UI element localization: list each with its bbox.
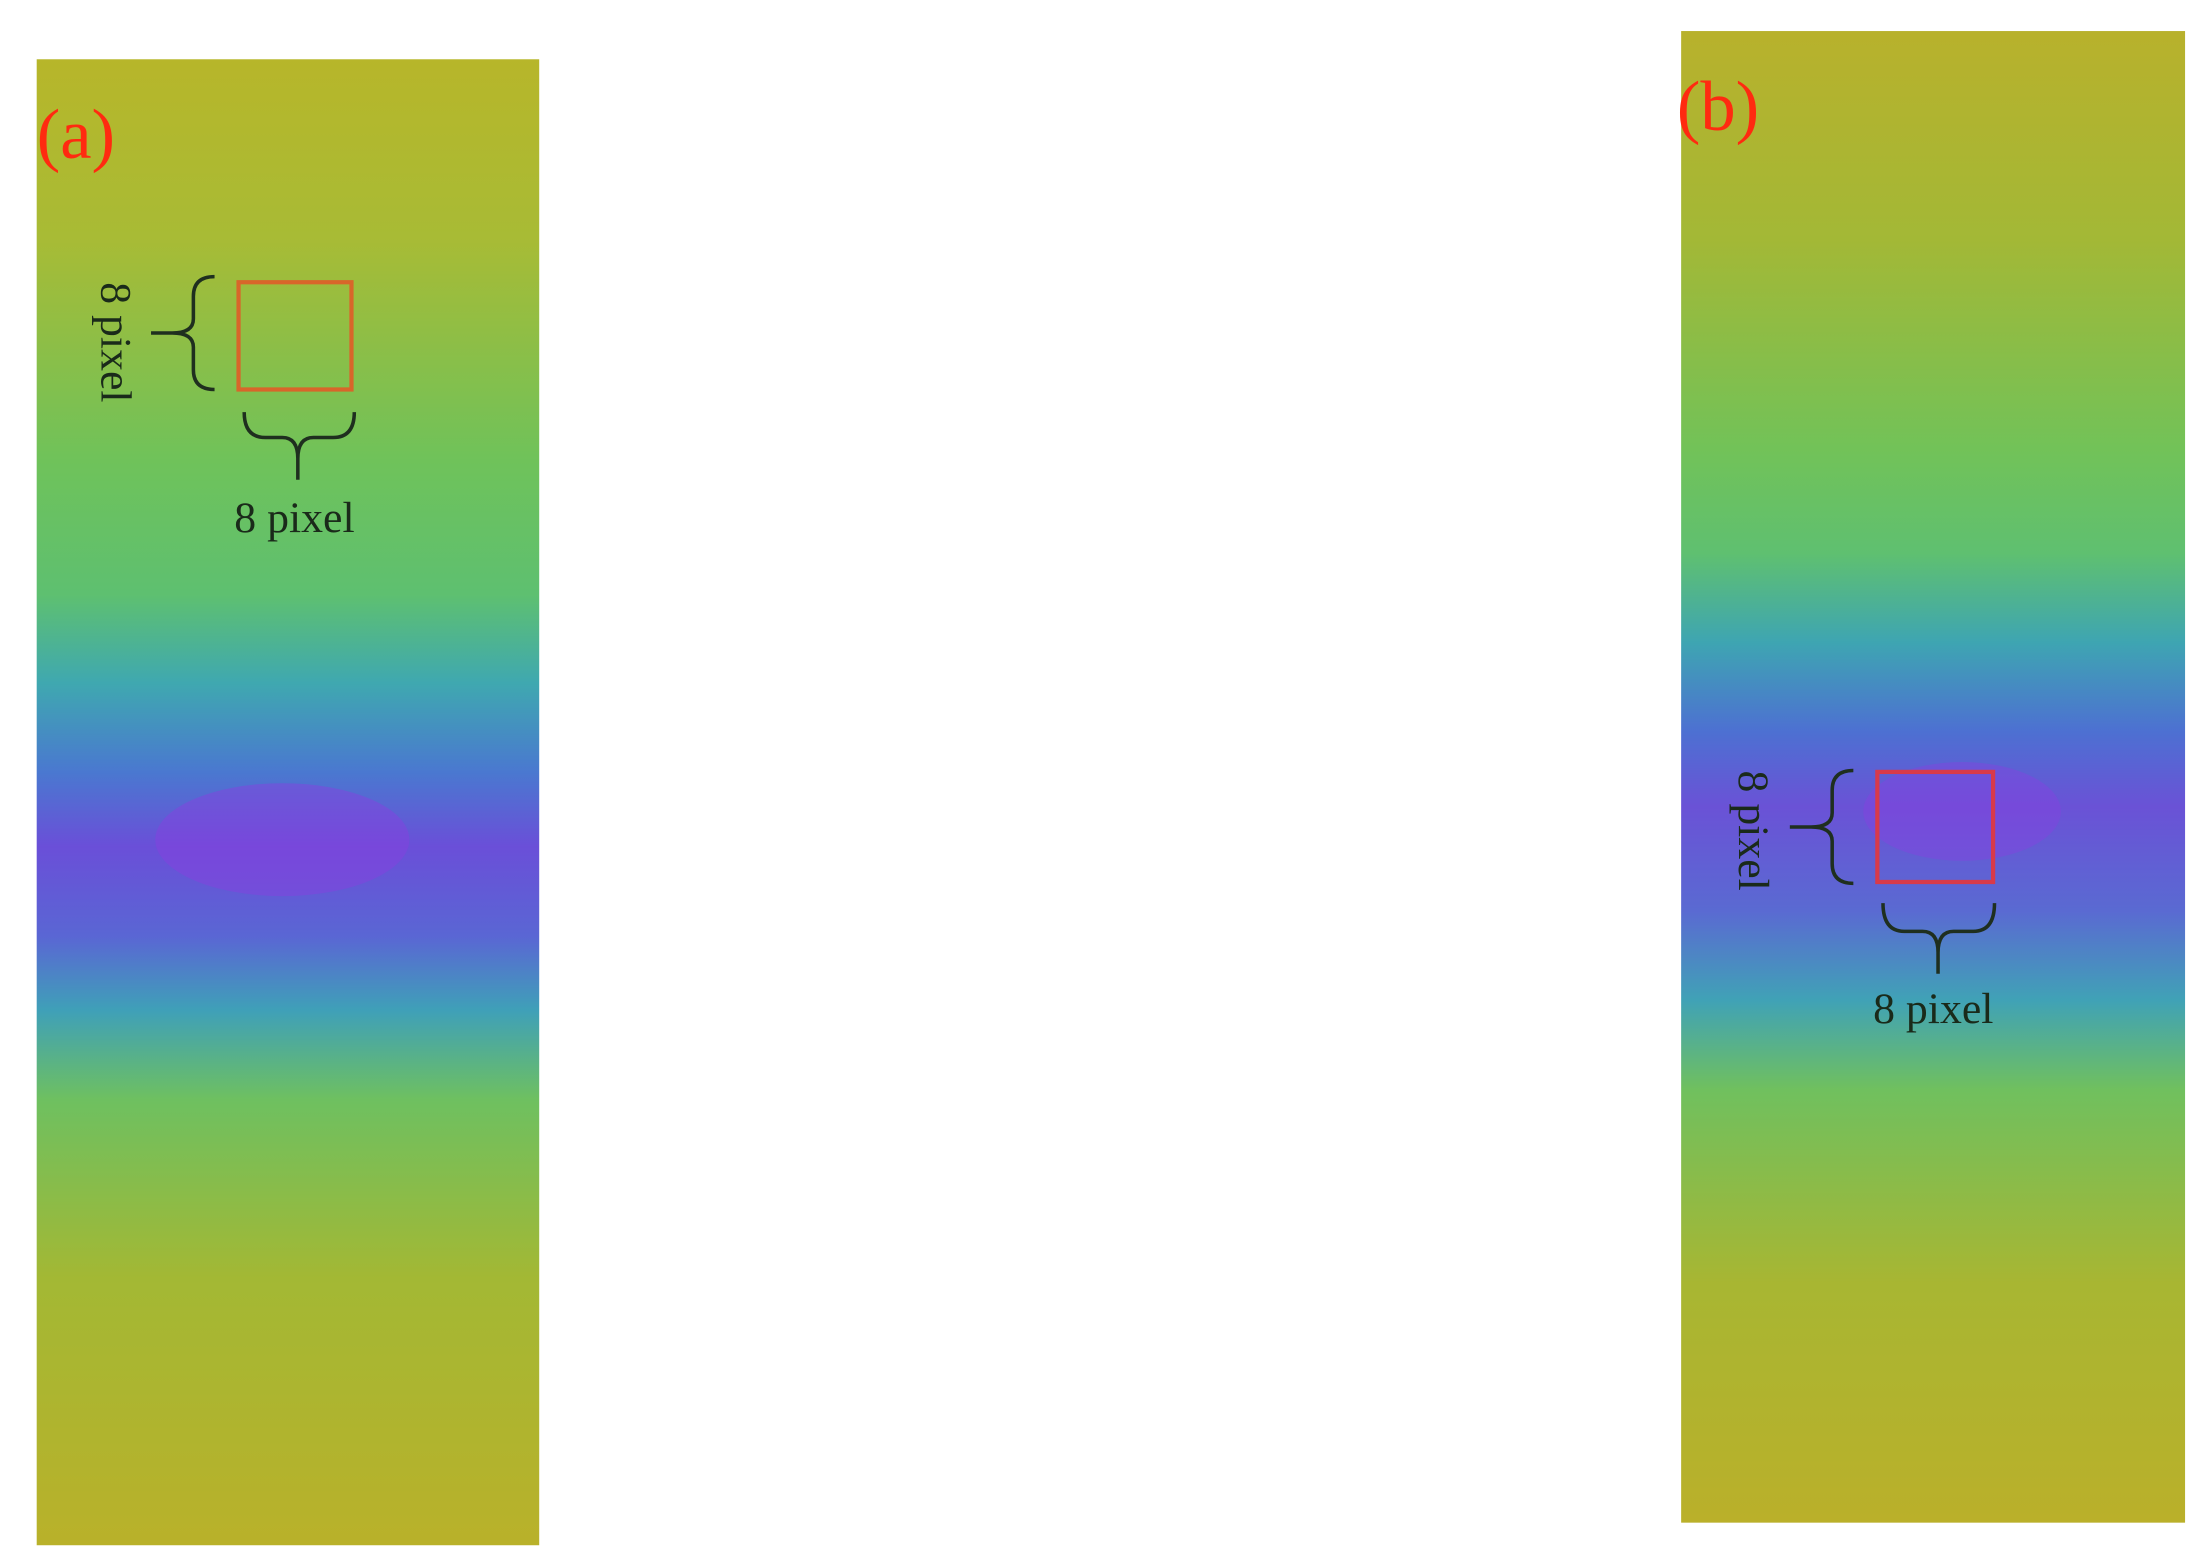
- height-label: 8 pixel: [1729, 771, 1777, 891]
- hot-spot: [1863, 762, 2061, 861]
- panel-a: (a) 8 pixel 8 pixel: [36, 59, 540, 1546]
- window-box: [236, 280, 354, 392]
- field-image: [36, 59, 540, 1546]
- width-label: 8 pixel: [234, 494, 354, 542]
- panel-label: (a): [37, 96, 115, 174]
- width-bracket: [1881, 903, 1997, 974]
- height-bracket: [1789, 768, 1854, 886]
- field-image: [1681, 31, 2186, 1523]
- height-label: 8 pixel: [92, 282, 140, 402]
- hot-spot: [155, 783, 410, 897]
- panel-label: (b): [1677, 68, 1759, 146]
- height-bracket: [151, 274, 215, 392]
- width-bracket: [242, 412, 357, 480]
- panel-b: (b) 8 pixel 8 pixel: [1677, 31, 2186, 1523]
- window-box: [1875, 769, 1996, 885]
- width-label: 8 pixel: [1873, 985, 1993, 1033]
